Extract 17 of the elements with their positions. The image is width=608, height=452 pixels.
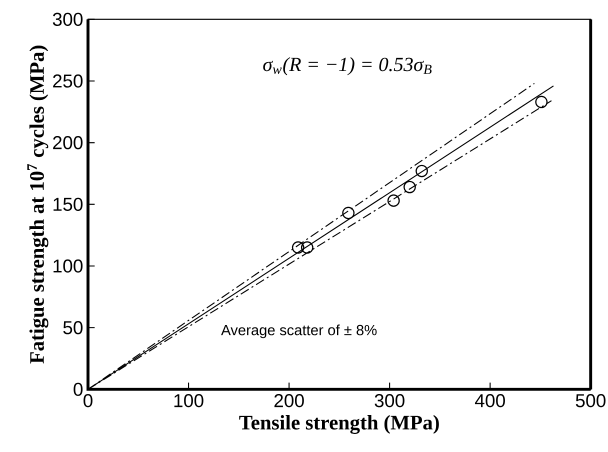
x-tick-label: 200 [274,394,304,408]
y-axis-title: Fatigue strength at 10$^{7}$ cycles (MPa) [27,46,48,364]
y-tick-label: 150 [54,198,83,211]
y-tick-label: 100 [54,259,83,273]
y-tick-label: 200 [53,136,83,150]
y-tick-label: 0 [74,382,83,396]
y-tick-label: 50 [63,321,83,334]
x-tick-label: 0 [84,394,92,408]
annotation: σ$_{w}$(R = −1) = 0.53σ$_{B}$ [263,57,432,76]
x-axis-title: Tensile strength (MPa) [239,415,439,434]
annotation: Average scatter of ± 8% [221,324,377,338]
x-tick-label: 100 [174,394,204,408]
y-tick-label: 250 [53,74,83,88]
x-tick-label: 400 [474,394,505,408]
x-tick-label: 500 [576,394,606,408]
y-tick-label: 300 [52,12,83,26]
x-tick-label: 300 [374,394,404,408]
